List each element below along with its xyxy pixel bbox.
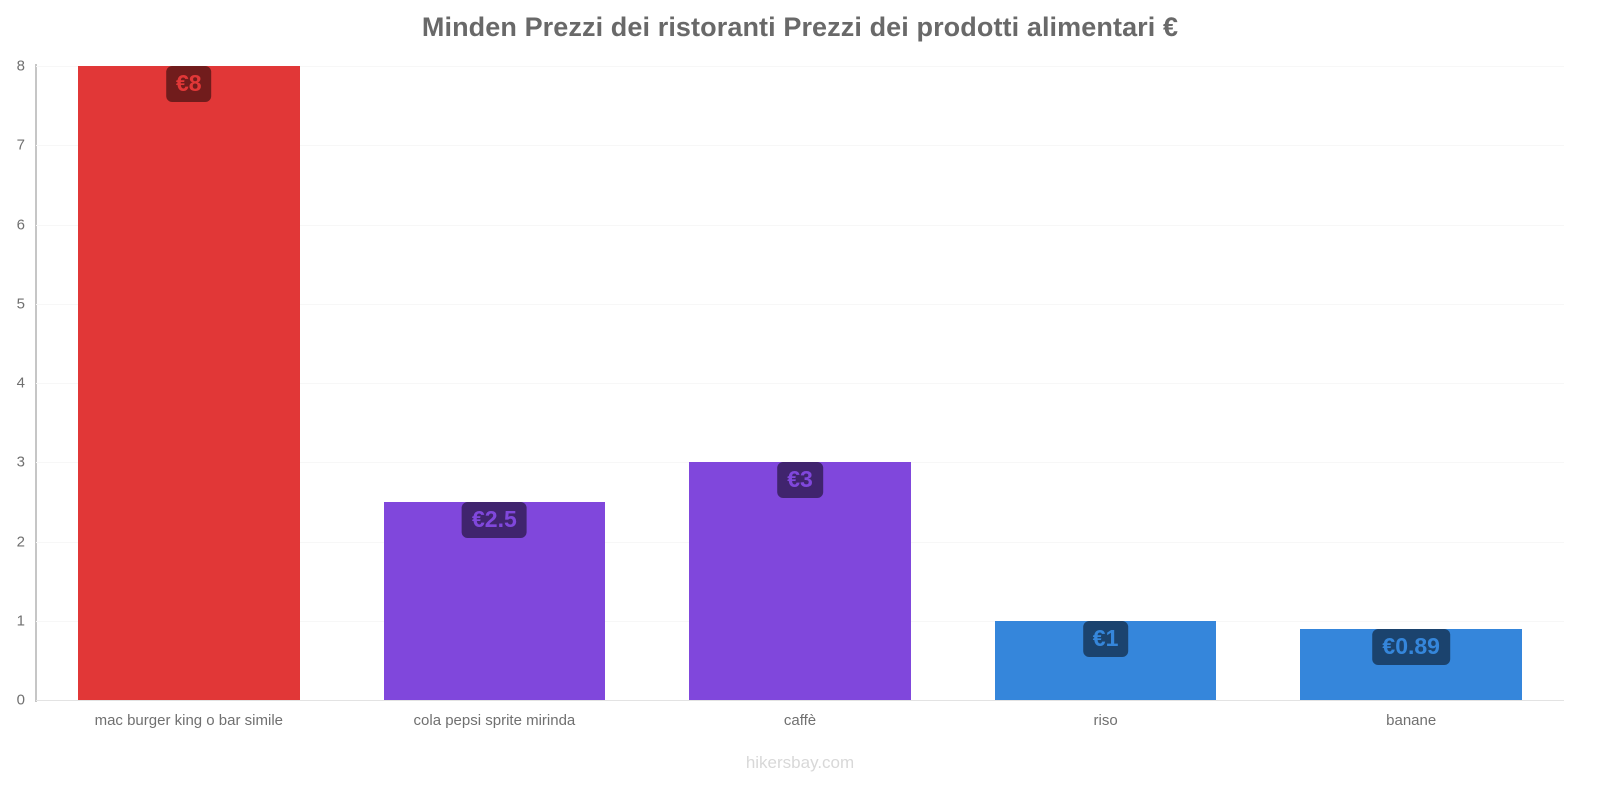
watermark-text: hikersbay.com	[745, 753, 855, 772]
gridline	[36, 700, 1564, 701]
bar-value-label: €0.89	[1372, 629, 1450, 666]
x-axis-tick-label: caffè	[783, 712, 817, 729]
x-axis-tick-label: riso	[1093, 712, 1118, 729]
bar-value-label: €8	[166, 66, 212, 102]
gridline	[36, 224, 1564, 226]
gridline	[36, 303, 1564, 305]
y-axis-tick-label: 5	[16, 295, 25, 313]
y-axis-tick-label: 8	[16, 57, 25, 75]
y-axis-tick-label: 1	[16, 612, 25, 630]
bar[interactable]	[78, 66, 300, 700]
y-axis-tick-label: 6	[16, 216, 25, 233]
y-axis-tick-label: 3	[16, 453, 25, 471]
x-axis-tick-label: mac burger king o bar simile	[94, 712, 284, 729]
bar[interactable]	[689, 462, 911, 700]
gridline	[36, 66, 1564, 67]
y-axis-tick-label: 4	[16, 374, 25, 392]
y-axis-tick-label: 7	[16, 136, 25, 154]
bar-value-label: €2.5	[462, 501, 527, 538]
gridline	[36, 383, 1564, 384]
chart-title: Minden Prezzi dei ristoranti Prezzi dei …	[421, 12, 1179, 42]
plot-area: €8 €2.5 €3 €1 €0.89	[36, 66, 1564, 701]
gridline	[36, 145, 1564, 147]
y-axis-tick-label: 2	[16, 533, 25, 550]
bar-value-label: €1	[1082, 620, 1129, 657]
x-axis-tick-label: banane	[1386, 712, 1437, 729]
bar-value-label: €3	[777, 462, 823, 499]
y-axis-tick-label: 0	[16, 691, 25, 709]
x-axis-tick-label: cola pepsi sprite mirinda	[413, 712, 576, 729]
